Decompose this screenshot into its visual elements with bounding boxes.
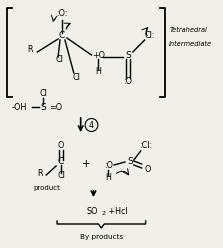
Text: :O: :O [104,161,113,171]
Text: 4: 4 [89,121,94,129]
Text: C: C [59,31,65,40]
Text: S: S [40,102,46,112]
Text: :Cl:: :Cl: [139,142,152,151]
Text: +: + [82,159,91,169]
Text: O: O [144,165,151,175]
Text: S: S [125,51,131,60]
Text: :O:: :O: [56,9,68,19]
Text: +Hcl: +Hcl [106,208,128,217]
Text: C: C [58,157,64,166]
Text: intermediate: intermediate [169,41,212,47]
Text: =O: =O [49,102,62,112]
Text: Cl: Cl [39,90,47,98]
Text: S: S [127,157,133,166]
Text: H: H [105,174,111,183]
Text: By products: By products [80,234,123,240]
Text: +O: +O [92,51,105,60]
Text: R: R [27,45,32,55]
Text: -OH: -OH [12,102,27,112]
Text: 2: 2 [101,211,105,216]
Text: :O: :O [123,77,132,87]
Text: Cl:: Cl: [144,31,155,39]
Text: H: H [95,67,101,76]
Text: Cl: Cl [55,56,63,64]
Text: Tetrahedral: Tetrahedral [169,27,207,33]
Text: O: O [58,142,64,151]
Text: R: R [38,169,43,179]
Circle shape [85,119,98,131]
Text: SO: SO [87,208,98,217]
Text: Cl: Cl [73,72,81,82]
Text: product: product [34,185,61,191]
Text: Cl: Cl [57,172,65,181]
